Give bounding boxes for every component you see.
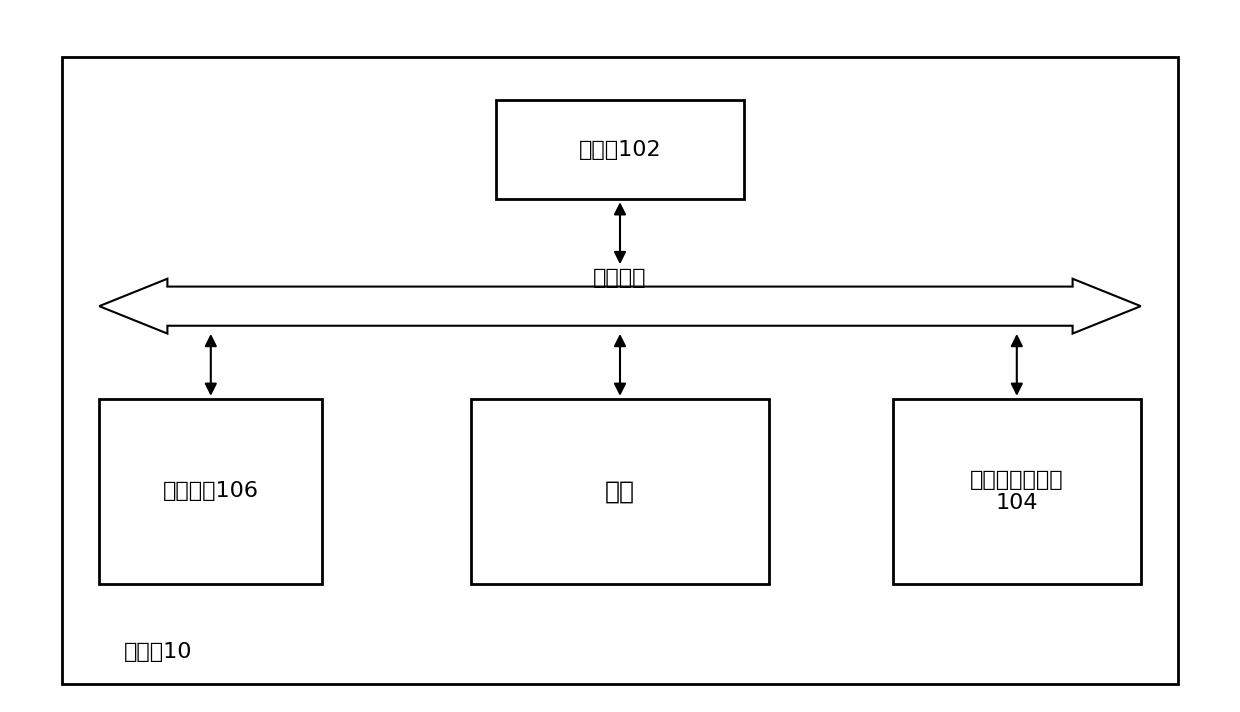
Text: 内部总线: 内部总线 [593,268,647,288]
Text: 非易失性存储器
104: 非易失性存储器 104 [970,470,1064,513]
Text: 处理器102: 处理器102 [579,140,661,159]
FancyBboxPatch shape [471,399,769,584]
Text: 服务器10: 服务器10 [124,642,192,662]
Text: 内存: 内存 [605,479,635,503]
Polygon shape [99,279,1141,333]
FancyBboxPatch shape [893,399,1141,584]
FancyBboxPatch shape [62,57,1178,684]
FancyBboxPatch shape [496,100,744,199]
Text: 传输模块106: 传输模块106 [162,481,259,501]
FancyBboxPatch shape [99,399,322,584]
